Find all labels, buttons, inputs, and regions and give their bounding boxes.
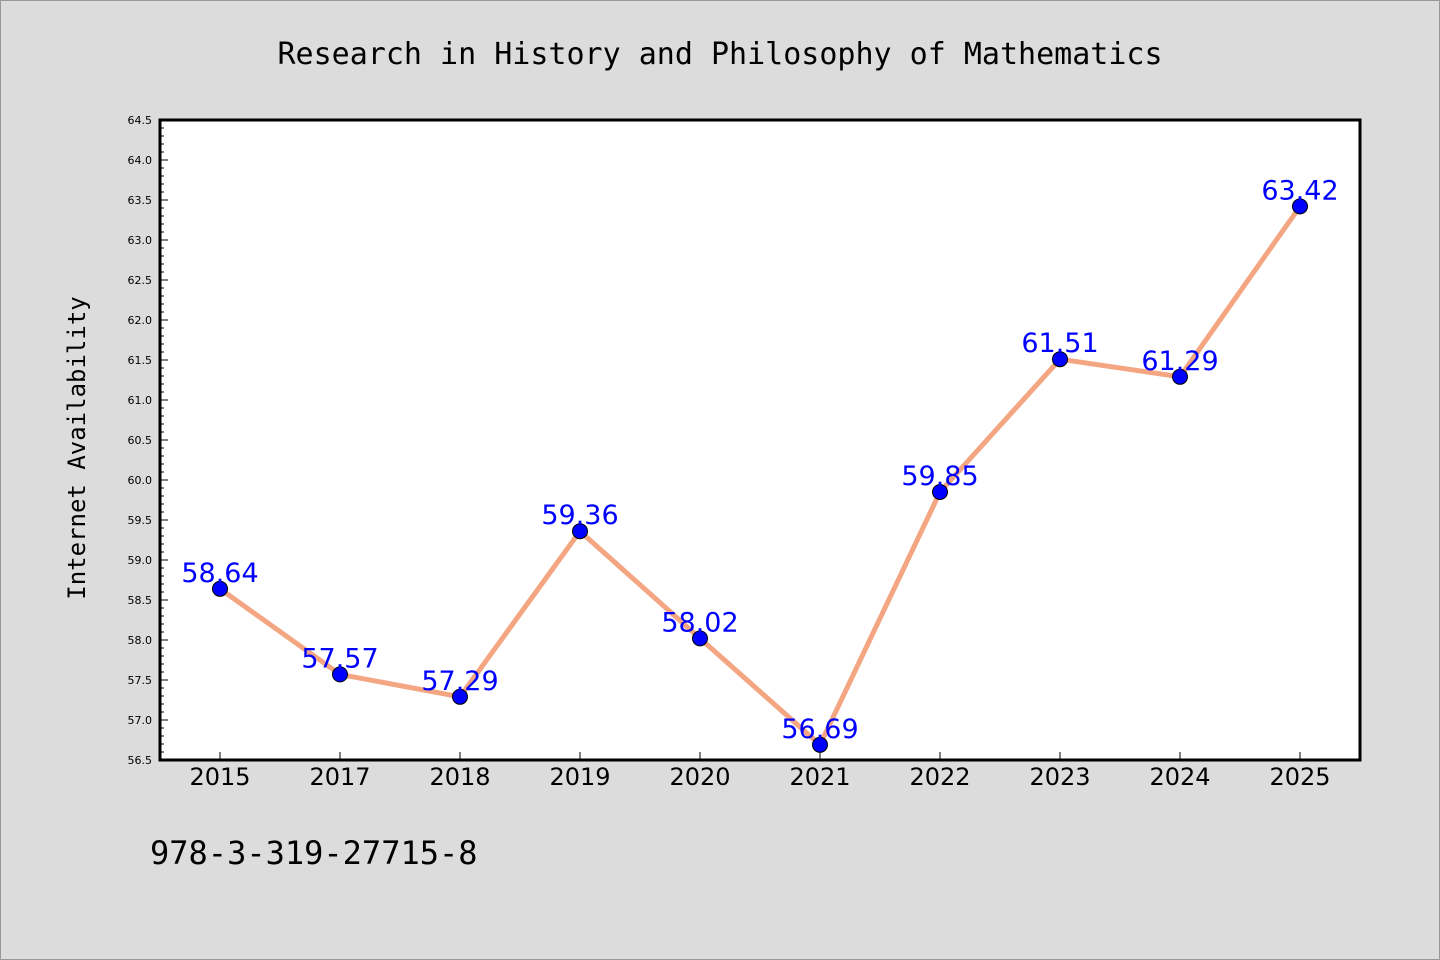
data-point-marker <box>452 688 468 705</box>
y-tick-label: 64.5 <box>128 114 153 127</box>
data-point-marker <box>572 523 588 540</box>
y-tick-label: 64.0 <box>128 154 153 167</box>
y-tick-label: 63.5 <box>128 194 153 207</box>
x-tick-label: 2015 <box>189 763 250 791</box>
y-tick-label: 61.5 <box>128 354 153 367</box>
x-tick-label: 2024 <box>1149 763 1210 791</box>
y-tick-label: 59.0 <box>128 554 153 567</box>
x-tick-label: 2025 <box>1269 763 1330 791</box>
data-point-marker <box>1052 351 1068 368</box>
y-tick-label: 58.0 <box>128 634 153 647</box>
y-tick-label: 57.0 <box>128 714 153 727</box>
x-axis-ticks: 2015 2017 2018 2019 2020 2021 2022 2023 2024 2025 <box>189 752 1331 791</box>
series-group <box>212 198 1308 753</box>
data-label: 59.85 <box>901 461 978 492</box>
y-axis-label: Internet Availability <box>63 296 91 599</box>
data-point-marker <box>212 580 228 597</box>
footer-code: 978-3-319-27715-8 <box>150 834 478 872</box>
data-label: 59.36 <box>541 500 618 531</box>
y-tick-label: 57.5 <box>128 674 153 687</box>
x-tick-label: 2022 <box>909 763 970 791</box>
y-tick-label: 58.5 <box>128 594 153 607</box>
data-point-marker <box>1172 368 1188 385</box>
y-tick-label: 60.5 <box>128 434 153 447</box>
y-tick-label: 56.5 <box>128 754 153 767</box>
y-tick-label: 60.0 <box>128 474 153 487</box>
x-tick-label: 2018 <box>429 763 490 791</box>
chart-title: Research in History and Philosophy of Ma… <box>277 37 1162 72</box>
data-point-marker <box>332 666 348 683</box>
x-tick-label: 2019 <box>549 763 610 791</box>
data-label: 61.51 <box>1021 328 1098 359</box>
x-tick-label: 2020 <box>669 763 730 791</box>
series-line <box>217 203 1303 748</box>
y-tick-label: 62.5 <box>128 274 153 287</box>
data-label: 63.42 <box>1261 175 1338 206</box>
data-label: 56.69 <box>781 714 858 745</box>
data-label: 58.64 <box>181 558 258 589</box>
data-point-marker <box>932 484 948 500</box>
data-point-marker <box>692 630 708 647</box>
x-tick-label: 2021 <box>789 763 850 791</box>
data-point-marker <box>812 736 828 753</box>
data-point-marker <box>1292 198 1308 215</box>
data-label: 61.29 <box>1141 346 1218 377</box>
y-tick-label: 62.0 <box>128 314 153 327</box>
data-label: 58.02 <box>661 607 738 638</box>
y-tick-label: 59.5 <box>128 514 153 527</box>
y-tick-label: 63.0 <box>128 234 153 247</box>
y-axis-ticks: 56.5 57.0 57.5 58.0 58.5 59.0 59.5 60.0 60.5 61.0… <box>128 114 168 767</box>
plot-area <box>158 118 1362 762</box>
data-labels: 58.64 57.57 57.29 59.36 58.02 56.69 59.85 61.51… <box>181 175 1338 744</box>
x-tick-label: 2023 <box>1029 763 1090 791</box>
data-label: 57.57 <box>301 643 378 674</box>
data-label: 57.29 <box>421 666 498 697</box>
x-tick-label: 2017 <box>309 763 370 791</box>
y-tick-label: 61.0 <box>128 394 153 407</box>
